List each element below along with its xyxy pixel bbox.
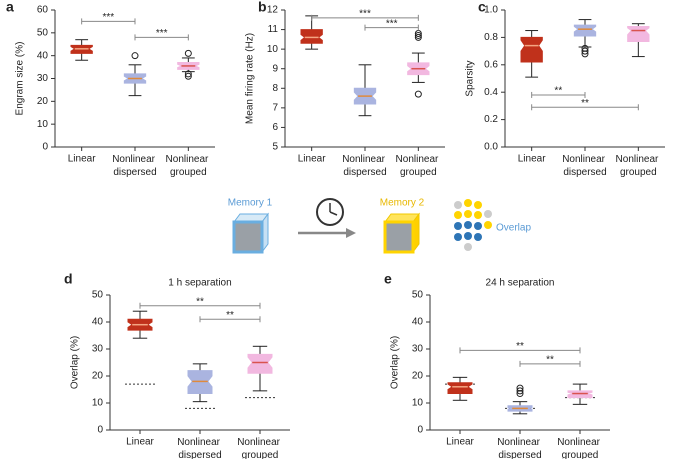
box: [627, 25, 650, 43]
y-tick-label: 10: [267, 44, 279, 55]
y-axis-label: Mean firing rate (Hz): [245, 33, 256, 124]
overlap-dots: [454, 199, 492, 251]
y-tick-label: 7: [272, 102, 278, 113]
y-tick-label: 10: [37, 119, 49, 130]
x-tick-label: Linear: [298, 154, 326, 165]
x-tick-label: Linear: [68, 154, 96, 165]
y-axis-label: Overlap (%): [70, 336, 81, 389]
y-tick-label: 40: [37, 50, 49, 61]
x-tick-label: Linear: [446, 437, 474, 448]
flier: [414, 31, 422, 39]
y-tick-label: 0.2: [484, 114, 498, 125]
sig-label: **: [226, 310, 234, 321]
y-tick-label: 10: [412, 398, 424, 409]
flier: [184, 70, 192, 78]
box: [573, 24, 597, 37]
sig-label: **: [581, 98, 589, 109]
y-tick-label: 20: [37, 96, 49, 107]
y-tick-label: 0.4: [484, 87, 498, 98]
y-tick-label: 30: [37, 73, 49, 84]
panel-letter: a: [6, 0, 14, 15]
x-tick-label: Linear: [126, 437, 154, 448]
panel-letter: d: [64, 271, 73, 287]
y-tick-label: 9: [272, 63, 278, 74]
x-tick-label: Nonlinear dispersed: [177, 437, 223, 459]
box: [247, 353, 273, 374]
sig-label: **: [546, 354, 554, 365]
y-tick-label: 30: [412, 344, 424, 355]
flier: [516, 390, 524, 398]
y-tick-label: 0: [97, 425, 103, 436]
flier: [516, 387, 524, 395]
flier: [581, 50, 589, 58]
x-tick-label: Linear: [518, 154, 546, 165]
sig-label: **: [196, 296, 204, 307]
clock-hand: [329, 211, 338, 216]
x-tick-label: Nonlinear grouped: [237, 437, 283, 459]
cube-front: [383, 220, 415, 254]
x-tick-label: Nonlinear grouped: [616, 154, 662, 178]
box: [520, 36, 543, 63]
x-tick-label: Nonlinear grouped: [166, 154, 212, 178]
y-axis-label: Engram size (%): [15, 42, 26, 116]
sig-label: **: [554, 86, 562, 97]
sig-label: ***: [156, 28, 168, 39]
y-tick-label: 6: [272, 122, 278, 133]
y-tick-label: 20: [92, 371, 104, 382]
y-tick-label: 50: [37, 27, 49, 38]
sig-label: ***: [359, 8, 371, 19]
panel-letter: b: [258, 0, 267, 15]
y-tick-label: 0.6: [484, 59, 498, 70]
y-axis-label: Overlap (%): [390, 336, 401, 389]
panel-letter: c: [478, 0, 486, 15]
y-tick-label: 8: [272, 83, 278, 94]
overlap-label: Overlap: [496, 223, 531, 234]
x-tick-label: Nonlinear grouped: [557, 437, 603, 459]
y-tick-label: 30: [92, 344, 104, 355]
flier: [184, 49, 192, 57]
y-axis-label: Sparsity: [465, 60, 476, 96]
x-tick-label: Nonlinear grouped: [396, 154, 442, 178]
y-tick-label: 50: [412, 290, 424, 301]
flier: [516, 384, 524, 392]
memory2-label: Memory 2: [380, 198, 425, 209]
sig-label: ***: [386, 18, 398, 29]
sig-label: **: [516, 341, 524, 352]
y-tick-label: 0: [42, 142, 48, 153]
flier: [131, 52, 139, 60]
y-tick-label: 20: [412, 371, 424, 382]
memory1-label: Memory 1: [228, 198, 273, 209]
y-tick-label: 60: [37, 5, 49, 16]
diagram: Memory 1 Memory 2 Overlap: [228, 198, 531, 254]
panel-letter: e: [384, 271, 392, 287]
arrowhead: [346, 228, 356, 238]
sig-label: ***: [102, 12, 114, 23]
y-tick-label: 0.8: [484, 32, 498, 43]
flier: [184, 72, 192, 80]
y-tick-label: 50: [92, 290, 104, 301]
x-tick-label: Nonlinear dispersed: [112, 154, 158, 178]
y-tick-label: 0: [417, 425, 423, 436]
y-tick-label: 40: [92, 317, 104, 328]
y-tick-label: 12: [267, 5, 279, 16]
y-tick-label: 1.0: [484, 5, 498, 16]
x-tick-label: Nonlinear dispersed: [562, 154, 608, 178]
flier: [414, 33, 422, 41]
box: [300, 29, 323, 44]
panel-title: 24 h separation: [486, 278, 555, 289]
panel-title: 1 h separation: [168, 278, 231, 289]
x-tick-label: Nonlinear dispersed: [342, 154, 388, 178]
flier: [581, 44, 589, 52]
cube-front: [232, 220, 264, 254]
x-tick-label: Nonlinear dispersed: [497, 437, 543, 459]
y-tick-label: 11: [268, 24, 279, 35]
flier: [414, 90, 422, 98]
box: [447, 382, 473, 395]
y-tick-label: 40: [412, 317, 424, 328]
y-tick-label: 0.0: [484, 142, 498, 153]
y-tick-label: 10: [92, 398, 104, 409]
flier: [581, 47, 589, 55]
y-tick-label: 5: [272, 142, 278, 153]
